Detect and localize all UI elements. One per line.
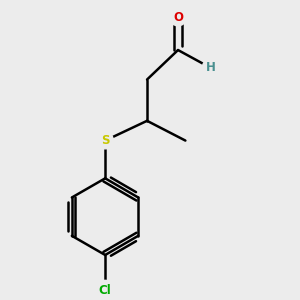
Text: O: O (173, 11, 183, 24)
Circle shape (202, 59, 219, 76)
Circle shape (97, 132, 113, 149)
Circle shape (170, 9, 186, 26)
Text: S: S (101, 134, 110, 147)
Text: H: H (206, 61, 215, 74)
Text: Cl: Cl (99, 284, 112, 298)
Circle shape (94, 280, 116, 300)
